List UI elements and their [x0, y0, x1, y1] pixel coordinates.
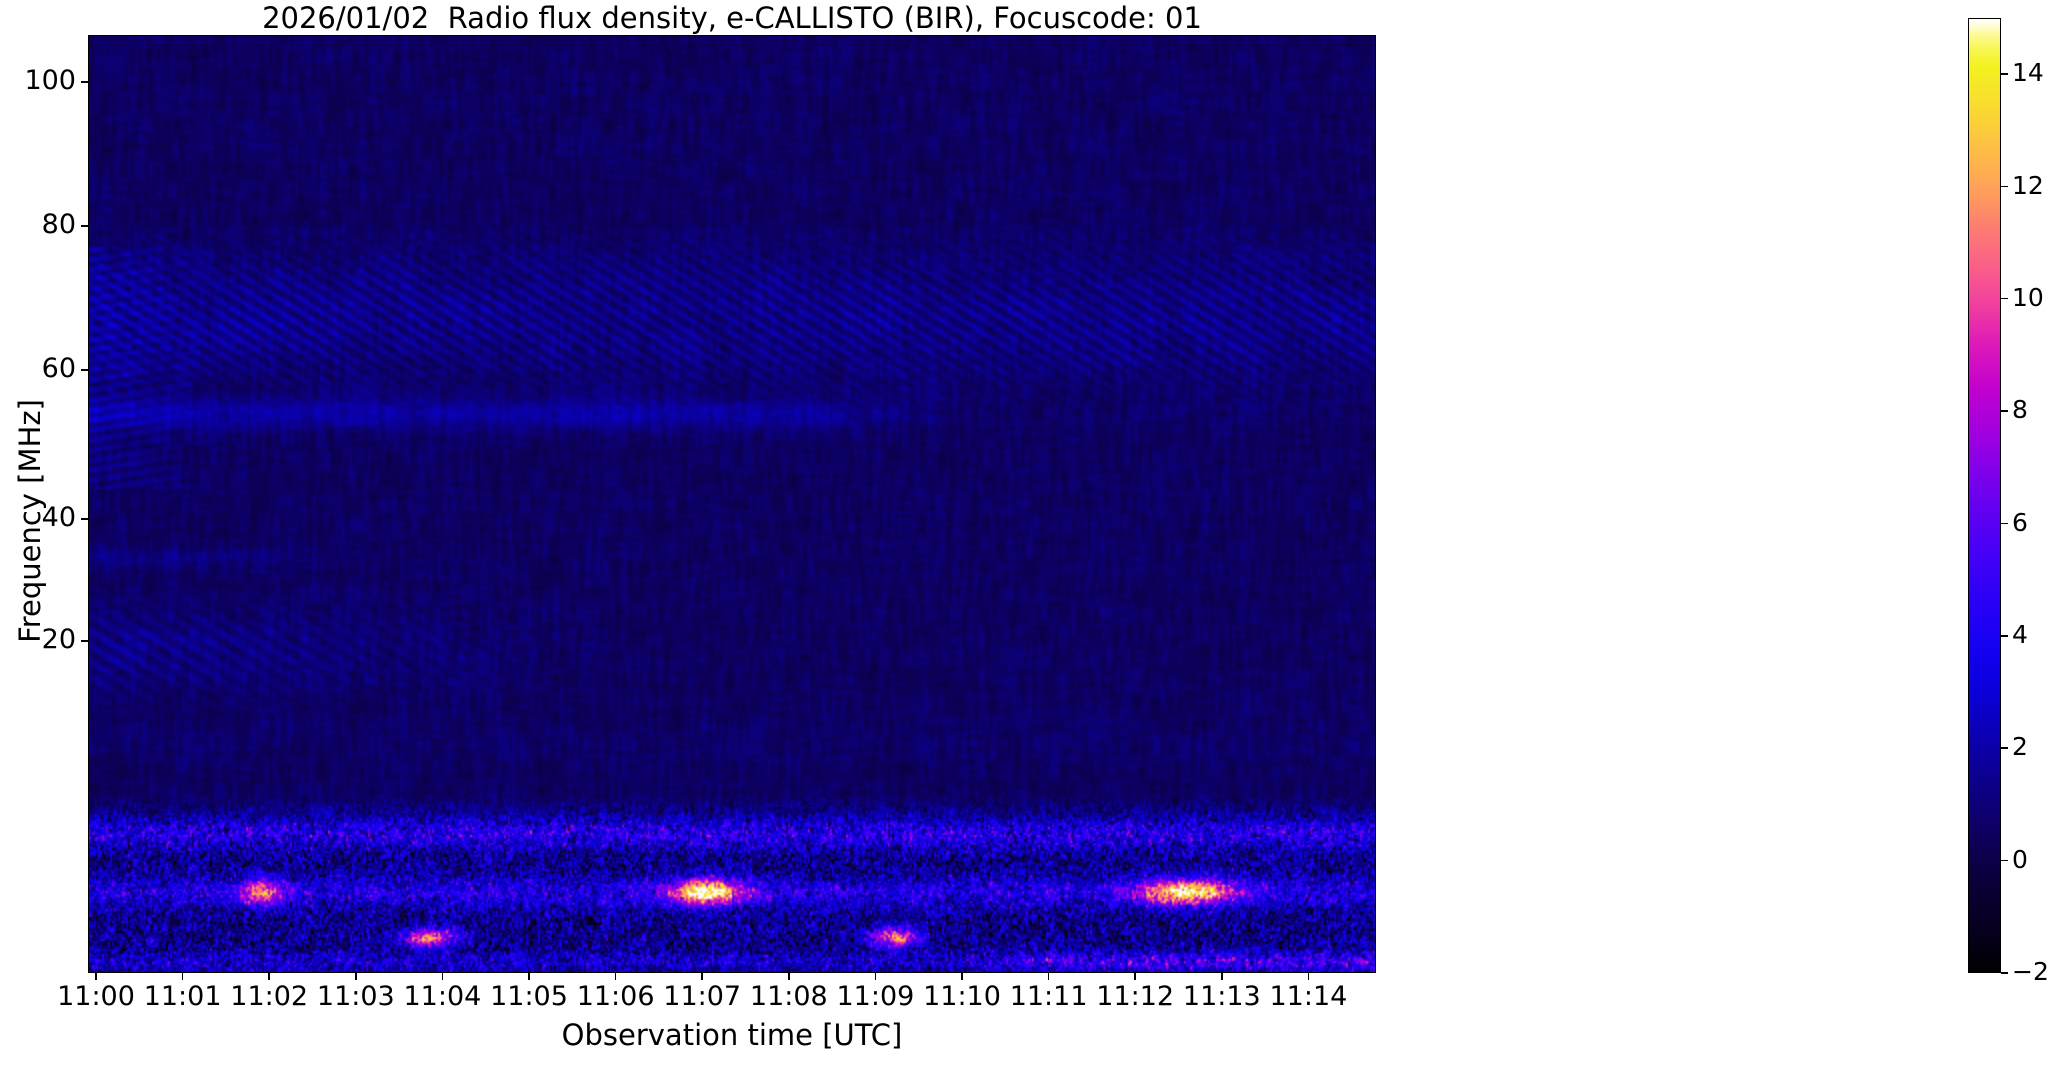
x-tick-mark	[614, 973, 617, 980]
colorbar-tick-label: 0	[2012, 844, 2028, 874]
colorbar-tick-mark	[2001, 297, 2008, 300]
x-tick-label: 11:08	[749, 981, 828, 1012]
spectrogram-image	[88, 35, 1376, 973]
y-tick-label: 20	[41, 624, 76, 655]
colorbar-tick-label: 10	[2012, 282, 2044, 312]
x-tick-mark	[528, 973, 530, 980]
x-axis-label: Observation time [UTC]	[561, 1018, 903, 1052]
colorbar-tick-mark	[2001, 747, 2008, 749]
x-tick-mark	[95, 973, 97, 980]
x-tick-label: 11:12	[1096, 981, 1175, 1012]
y-tick-mark	[81, 369, 88, 371]
y-tick-mark	[81, 640, 88, 642]
x-tick-label: 11:02	[230, 981, 309, 1012]
x-tick-mark	[1221, 973, 1223, 980]
colorbar-tick-label: −2	[2012, 957, 2049, 986]
spectrogram-axes[interactable]	[88, 35, 1376, 973]
x-tick-label: 11:10	[923, 981, 1001, 1012]
x-tick-label: 11:06	[576, 981, 655, 1012]
colorbar-tick-mark	[2001, 185, 2008, 188]
y-axis-label: Frequency [MHz]	[13, 399, 47, 643]
y-tick-label: 60	[41, 353, 76, 384]
x-tick-label: 11:09	[836, 981, 915, 1012]
x-tick-label: 11:04	[403, 981, 482, 1012]
colorbar-tick-label: 4	[2012, 619, 2028, 649]
colorbar-tick-label: 8	[2012, 395, 2028, 425]
colorbar-tick-mark	[2001, 73, 2008, 75]
colorbar-tick-mark	[2001, 634, 2008, 637]
colorbar-tick-label: 14	[2012, 58, 2044, 88]
colorbar-tick-label: 12	[2012, 170, 2044, 200]
x-tick-mark	[1134, 973, 1136, 980]
y-tick-mark	[81, 81, 88, 83]
x-tick-label: 11:01	[143, 981, 222, 1012]
x-tick-mark	[268, 973, 270, 980]
colorbar[interactable]	[1968, 18, 2001, 973]
y-tick-label: 80	[41, 209, 76, 240]
x-tick-mark	[181, 973, 184, 980]
x-tick-label: 11:00	[57, 981, 135, 1012]
x-tick-label: 11:14	[1269, 981, 1348, 1012]
x-tick-label: 11:05	[490, 981, 568, 1012]
x-tick-mark	[788, 973, 790, 980]
x-tick-mark	[961, 973, 963, 980]
x-tick-label: 11:11	[1009, 981, 1088, 1012]
colorbar-tick-label: 6	[2012, 507, 2028, 537]
x-tick-mark	[701, 973, 703, 980]
y-tick-mark	[81, 518, 88, 520]
x-tick-mark	[441, 973, 444, 980]
figure-title: 2026/01/02 Radio flux density, e-CALLIST…	[262, 1, 1202, 35]
x-tick-mark	[1307, 973, 1310, 980]
colorbar-tick-mark	[2001, 522, 2008, 525]
colorbar-tick-label: 2	[2012, 732, 2028, 762]
x-tick-label: 11:13	[1182, 981, 1261, 1012]
y-tick-mark	[81, 225, 88, 227]
x-tick-mark	[355, 973, 357, 980]
x-tick-mark	[874, 973, 877, 980]
x-tick-label: 11:07	[663, 981, 742, 1012]
x-tick-mark	[1047, 973, 1050, 980]
colorbar-tick-mark	[2001, 410, 2008, 412]
y-tick-label: 100	[24, 65, 76, 96]
x-tick-label: 11:03	[316, 981, 395, 1012]
y-tick-label: 40	[41, 502, 76, 533]
colorbar-tick-mark	[2001, 972, 2008, 974]
colorbar-tick-mark	[2001, 859, 2008, 862]
